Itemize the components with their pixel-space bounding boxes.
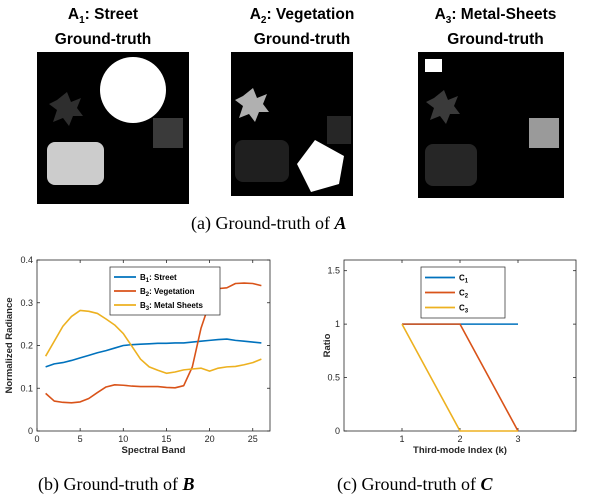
- x-tick-label: 3: [515, 434, 520, 444]
- street-circle-shape: [100, 57, 166, 123]
- gt-subtitle-2: Ground-truth: [212, 31, 392, 49]
- vegetation-pentagon-shape: [297, 140, 344, 192]
- blob-shape: [49, 92, 83, 126]
- abundance-map-metal-sheets: [418, 52, 564, 198]
- gt-title-1-prefix: A: [67, 6, 80, 23]
- y-tick-label: 0.1: [20, 383, 33, 393]
- gt-title-1: A1: Street: [28, 6, 178, 30]
- rounded-rect-shape: [235, 140, 289, 182]
- gt-subtitle-2-text: Ground-truth: [253, 31, 351, 48]
- gt-title-1-sub: 1: [79, 15, 85, 27]
- x-axis-label: Third-mode Index (k): [413, 445, 507, 456]
- series-line-3: [401, 323, 518, 432]
- x-tick-label: 20: [205, 434, 215, 444]
- y-tick-label: 0.5: [327, 373, 340, 383]
- y-tick-label: 1: [335, 319, 340, 329]
- series-line-3: [44, 309, 262, 375]
- caption-a-text: (a) Ground-truth of: [191, 213, 335, 233]
- gt-title-3: A3: Metal-Sheets: [408, 6, 583, 30]
- x-tick-label: 5: [78, 434, 83, 444]
- metal-sheet-shape: [425, 59, 442, 72]
- chart-b: 0 5 10 15 20 25 0 0.1 0.2 0.3 0.4 Spectral Band Norm…: [4, 255, 271, 456]
- caption-a: (a) Ground-truth of A: [191, 213, 346, 234]
- gt-subtitle-3-text: Ground-truth: [447, 31, 544, 48]
- abundance-map-street: [37, 52, 189, 204]
- legend-label-3: C3: [459, 304, 469, 315]
- square-shape: [153, 118, 183, 148]
- series-line-1: [45, 338, 262, 368]
- y-axis-label: Normalized Radiance: [4, 297, 15, 393]
- x-tick-label: 0: [34, 434, 39, 444]
- x-tick-label: 1: [399, 434, 404, 444]
- legend-label-2: B2: Vegetation: [140, 287, 195, 298]
- caption-c-symbol: C: [480, 474, 493, 494]
- gt-title-2-sub: 2: [260, 15, 267, 27]
- legend-label-1: C1: [459, 274, 469, 285]
- series-line-2: [45, 282, 262, 404]
- gt-subtitle-1: Ground-truth: [28, 31, 178, 49]
- x-axis-label: Spectral Band: [122, 445, 186, 456]
- caption-b: (b) Ground-truth of B: [38, 474, 194, 495]
- x-tick-label: 15: [161, 434, 171, 444]
- caption-c: (c) Ground-truth of C: [337, 474, 492, 495]
- x-tick-label: 10: [118, 434, 128, 444]
- y-tick-label: 0.2: [20, 341, 33, 351]
- caption-a-symbol: A: [334, 213, 347, 233]
- gt-title-3-sub: 3: [445, 15, 452, 27]
- gt-title-1-name: : Street: [84, 6, 139, 23]
- legend-label-2: C2: [459, 289, 469, 300]
- caption-c-text: (c) Ground-truth of: [337, 474, 481, 494]
- gt-title-2-prefix: A: [249, 6, 261, 23]
- gt-title-3-name: : Metal-Sheets: [451, 6, 557, 23]
- abundance-map-vegetation: [231, 52, 353, 196]
- chart-c: 1 2 3 0 0.5 1 1.5 Third-mode Index (k) Ratio C1 C2…: [322, 259, 577, 456]
- square-shape: [327, 116, 351, 144]
- legend-label-3: B3: Metal Sheets: [140, 301, 203, 312]
- rounded-rect-shape: [47, 142, 104, 185]
- y-tick-label: 0: [28, 426, 33, 436]
- square-shape: [529, 118, 559, 148]
- blob-shape: [426, 90, 460, 124]
- gt-title-2: A2: Vegetation: [212, 6, 392, 30]
- x-tick-label: 2: [457, 434, 462, 444]
- blob-shape: [235, 88, 269, 122]
- gt-subtitle-3: Ground-truth: [408, 31, 583, 49]
- caption-b-symbol: B: [182, 474, 195, 494]
- caption-b-text: (b) Ground-truth of: [38, 474, 183, 494]
- y-tick-label: 1.5: [327, 266, 340, 276]
- gt-title-2-name: : Vegetation: [266, 6, 355, 23]
- gt-subtitle-1-text: Ground-truth: [54, 31, 152, 48]
- y-tick-label: 0.3: [20, 298, 33, 308]
- y-tick-label: 0: [335, 426, 340, 436]
- x-tick-label: 25: [248, 434, 258, 444]
- y-axis-label: Ratio: [322, 333, 333, 357]
- legend-label-1: B1: Street: [140, 273, 177, 284]
- series-line-2: [402, 323, 519, 432]
- y-tick-label: 0.4: [20, 255, 33, 265]
- gt-title-3-prefix: A: [434, 6, 446, 23]
- rounded-rect-shape: [425, 144, 477, 186]
